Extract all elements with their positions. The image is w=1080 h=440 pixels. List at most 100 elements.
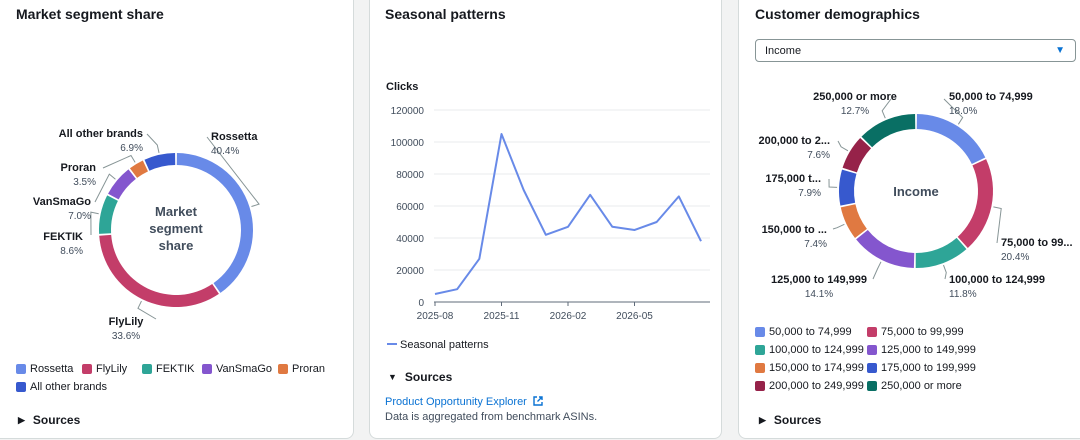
slice-value-label: 7.4%	[804, 239, 827, 250]
slice-label: 75,000 to 99...	[1001, 237, 1073, 249]
link-label: Product Opportunity Explorer	[385, 396, 527, 408]
legend-swatch	[82, 364, 92, 374]
data-point[interactable]	[432, 291, 438, 297]
legend-item-125-000-to-149-999[interactable]: 125,000 to 149,999	[867, 344, 976, 356]
sources-label: Sources	[773, 413, 822, 427]
slice-label: 200,000 to 2...	[758, 135, 830, 147]
x-tick-label: 2025-11	[484, 311, 520, 322]
data-point[interactable]	[676, 193, 682, 199]
y-tick-label: 40000	[396, 234, 424, 245]
seasonal-sources-toggle[interactable]: ▼ Sources	[388, 370, 452, 384]
data-point[interactable]	[521, 187, 527, 193]
legend-swatch	[867, 381, 877, 391]
legend-item-flylily[interactable]: FlyLily	[82, 363, 127, 375]
legend-swatch	[867, 327, 877, 337]
demographic-select-value: Income	[765, 44, 802, 57]
income-donut-chart: 50,000 to 74,999 18.0% 75,000 to 99... 20.4…	[758, 91, 1073, 300]
donut-slice-100-000-to-124-999[interactable]	[915, 237, 967, 269]
slice-label: 100,000 to 124,999	[949, 274, 1045, 286]
product-opportunity-explorer-link[interactable]: Product Opportunity Explorer	[385, 396, 543, 409]
donut-slice-rossetta[interactable]	[176, 153, 253, 293]
demographics-sources-toggle[interactable]: ▶ Sources	[759, 413, 821, 427]
donut-slice-150-000-to-174-999[interactable]	[840, 204, 867, 238]
legend-swatch	[755, 345, 765, 355]
slice-label: VanSmaGo	[33, 196, 91, 208]
donut-slice-fektik[interactable]	[99, 195, 118, 234]
demographic-select[interactable]: Income ▼	[755, 39, 1076, 62]
y-tick-label: 20000	[396, 266, 424, 277]
legend-item-75-000-to-99-999[interactable]: 75,000 to 99,999	[867, 326, 964, 338]
donut-slice-50-000-to-74-999[interactable]	[916, 114, 986, 164]
data-point[interactable]	[543, 232, 549, 238]
legend-label: 50,000 to 74,999	[769, 326, 852, 338]
legend-label[interactable]: Seasonal patterns	[400, 339, 489, 351]
leader-line	[837, 140, 849, 152]
slice-label: 125,000 to 149,999	[771, 274, 867, 286]
slice-label: Rossetta	[211, 131, 258, 143]
legend-item-rossetta[interactable]: Rossetta	[16, 363, 73, 375]
data-point[interactable]	[454, 286, 460, 292]
income-legend: 50,000 to 74,999 75,000 to 99,999 100,000 …	[755, 326, 1080, 396]
legend-item-fektik[interactable]: FEKTIK	[142, 363, 195, 375]
legend-item-all-other-brands[interactable]: All other brands	[16, 381, 107, 393]
legend-label: Proran	[292, 363, 326, 375]
donut-center-label: share	[159, 238, 194, 253]
donut-slice-200-000-to-249-999[interactable]	[842, 137, 872, 173]
legend-swatch	[16, 382, 26, 392]
slice-value-label: 20.4%	[1001, 252, 1029, 263]
leader-line	[206, 136, 260, 208]
donut-slice-flylily[interactable]	[99, 234, 219, 307]
data-point[interactable]	[609, 224, 615, 230]
data-point[interactable]	[476, 256, 482, 262]
legend-item-50-000-to-74-999[interactable]: 50,000 to 74,999	[755, 326, 852, 338]
x-tick-label: 2026-05	[616, 311, 653, 322]
legend-label: VanSmaGo	[216, 363, 273, 375]
legend-item-150-000-to-174-999[interactable]: 150,000 to 174,999	[755, 362, 864, 374]
legend-swatch	[867, 363, 877, 373]
legend-item-vansmago[interactable]: VanSmaGo	[202, 363, 272, 375]
donut-slice-125-000-to-149-999[interactable]	[856, 229, 915, 268]
legend-item-175-000-to-199-999[interactable]: 175,000 to 199,999	[867, 362, 976, 374]
legend-item-250-000-or-more[interactable]: 250,000 or more	[867, 380, 962, 392]
legend-swatch	[202, 364, 212, 374]
leader-line	[943, 98, 964, 125]
donut-slice-175-000-to-199-999[interactable]	[839, 169, 857, 206]
legend-item-100-000-to-124-999[interactable]: 100,000 to 124,999	[755, 344, 864, 356]
leader-line	[102, 154, 136, 169]
slice-label: 250,000 or more	[813, 91, 897, 103]
leader-line	[90, 211, 99, 236]
aggregation-note: Data is aggregated from benchmark ASINs.	[385, 411, 598, 423]
donut-center-label: Market	[155, 204, 198, 219]
slice-value-label: 3.5%	[73, 177, 96, 188]
slice-value-label: 33.6%	[112, 331, 140, 342]
legend-label: 75,000 to 99,999	[881, 326, 964, 338]
slice-value-label: 7.0%	[68, 211, 91, 222]
leader-line	[993, 206, 1002, 244]
donut-slice-250-000-or-more[interactable]	[861, 114, 916, 148]
legend-swatch	[142, 364, 152, 374]
data-point[interactable]	[654, 219, 660, 225]
donut-slice-75-000-to-99-999[interactable]	[957, 159, 993, 248]
legend-swatch	[755, 327, 765, 337]
slice-value-label: 6.9%	[120, 143, 143, 154]
seasonal-patterns-title: Seasonal patterns	[385, 6, 506, 22]
donut-slice-proran[interactable]	[129, 160, 148, 178]
slice-label: FEKTIK	[43, 231, 83, 243]
legend-item-proran[interactable]: Proran	[278, 363, 325, 375]
data-point[interactable]	[499, 131, 505, 137]
data-point[interactable]	[587, 192, 593, 198]
legend-label: 200,000 to 249,999	[769, 380, 864, 392]
market-sources-toggle[interactable]: ▶ Sources	[18, 413, 80, 427]
leader-line	[872, 261, 882, 280]
donut-center-label: Income	[893, 184, 939, 199]
series-line-seasonal-patterns[interactable]	[434, 133, 702, 295]
donut-slice-all-other-brands[interactable]	[144, 153, 176, 171]
data-point[interactable]	[565, 224, 571, 230]
data-point[interactable]	[632, 227, 638, 233]
legend-item-200-000-to-249-999[interactable]: 200,000 to 249,999	[755, 380, 864, 392]
donut-slice-vansmago[interactable]	[108, 169, 136, 200]
legend-label: FEKTIK	[156, 363, 195, 375]
slice-value-label: 40.4%	[211, 146, 239, 157]
data-point[interactable]	[698, 238, 704, 244]
leader-line	[832, 223, 845, 230]
